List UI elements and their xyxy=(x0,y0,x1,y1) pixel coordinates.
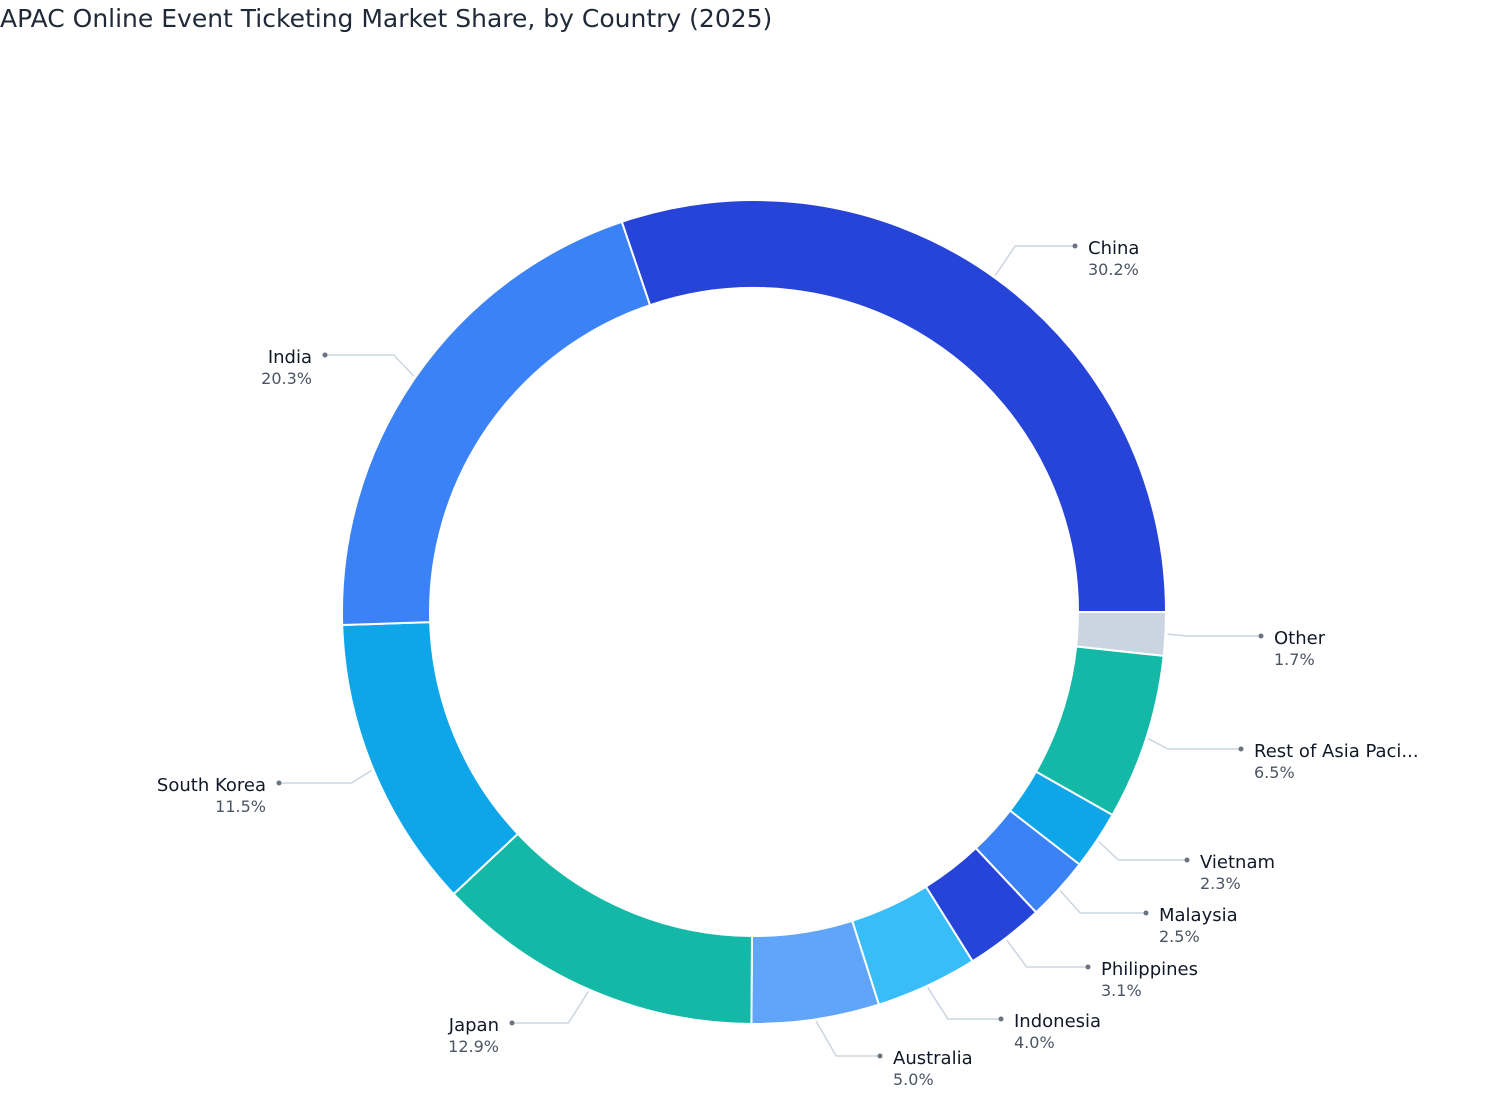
slice xyxy=(341,220,652,626)
slice-label: China xyxy=(1088,238,1139,259)
slice xyxy=(341,621,520,896)
slice-label: Philippines xyxy=(1101,959,1198,980)
slice-label: Rest of Asia Paci... xyxy=(1254,741,1419,762)
leader-line xyxy=(994,245,1075,276)
leader-line xyxy=(1006,939,1088,968)
slice-label: Indonesia xyxy=(1014,1011,1101,1032)
leader-dot xyxy=(1184,857,1190,863)
slice-value: 12.9% xyxy=(448,1037,499,1056)
slice-label: Malaysia xyxy=(1159,905,1238,926)
slice-label: Japan xyxy=(448,1015,499,1036)
slice-value: 11.5% xyxy=(215,797,266,816)
leader-dot xyxy=(1072,243,1078,249)
slice-value: 2.5% xyxy=(1159,927,1200,946)
leader-line xyxy=(927,987,1001,1020)
leader-dot xyxy=(509,1020,515,1026)
leader-line xyxy=(1167,633,1261,637)
slice xyxy=(620,199,1168,613)
leader-line xyxy=(1147,738,1241,750)
leader-line xyxy=(325,354,415,377)
slice-value: 6.5% xyxy=(1254,763,1295,782)
slice xyxy=(452,832,753,1025)
leader-line xyxy=(1059,890,1146,914)
leader-dot xyxy=(1085,964,1091,970)
slice-label: India xyxy=(268,347,312,368)
leader-line xyxy=(512,991,590,1024)
slice-value: 4.0% xyxy=(1014,1033,1055,1052)
slice-value: 1.7% xyxy=(1274,650,1315,669)
chart-title: APAC Online Event Ticketing Market Share… xyxy=(0,4,772,33)
leader-dot xyxy=(998,1016,1004,1022)
slice-label: Vietnam xyxy=(1200,852,1275,873)
slice-value: 3.1% xyxy=(1101,981,1142,1000)
slice-value: 5.0% xyxy=(893,1070,934,1089)
slice-label: South Korea xyxy=(157,775,266,796)
slice-value: 20.3% xyxy=(261,369,312,388)
leader-dot xyxy=(276,780,282,786)
leader-dot xyxy=(1143,910,1149,916)
leader-dot xyxy=(877,1053,883,1059)
leader-line xyxy=(279,769,372,784)
leader-dot xyxy=(1258,633,1264,639)
slice-label: Australia xyxy=(893,1048,973,1069)
slice-value: 2.3% xyxy=(1200,874,1241,893)
leader-dot xyxy=(322,352,328,358)
slice-label: Other xyxy=(1274,628,1326,649)
leader-dot xyxy=(1238,746,1244,752)
leader-line xyxy=(815,1020,880,1057)
leader-line xyxy=(1098,840,1187,861)
slice-value: 30.2% xyxy=(1088,260,1139,279)
